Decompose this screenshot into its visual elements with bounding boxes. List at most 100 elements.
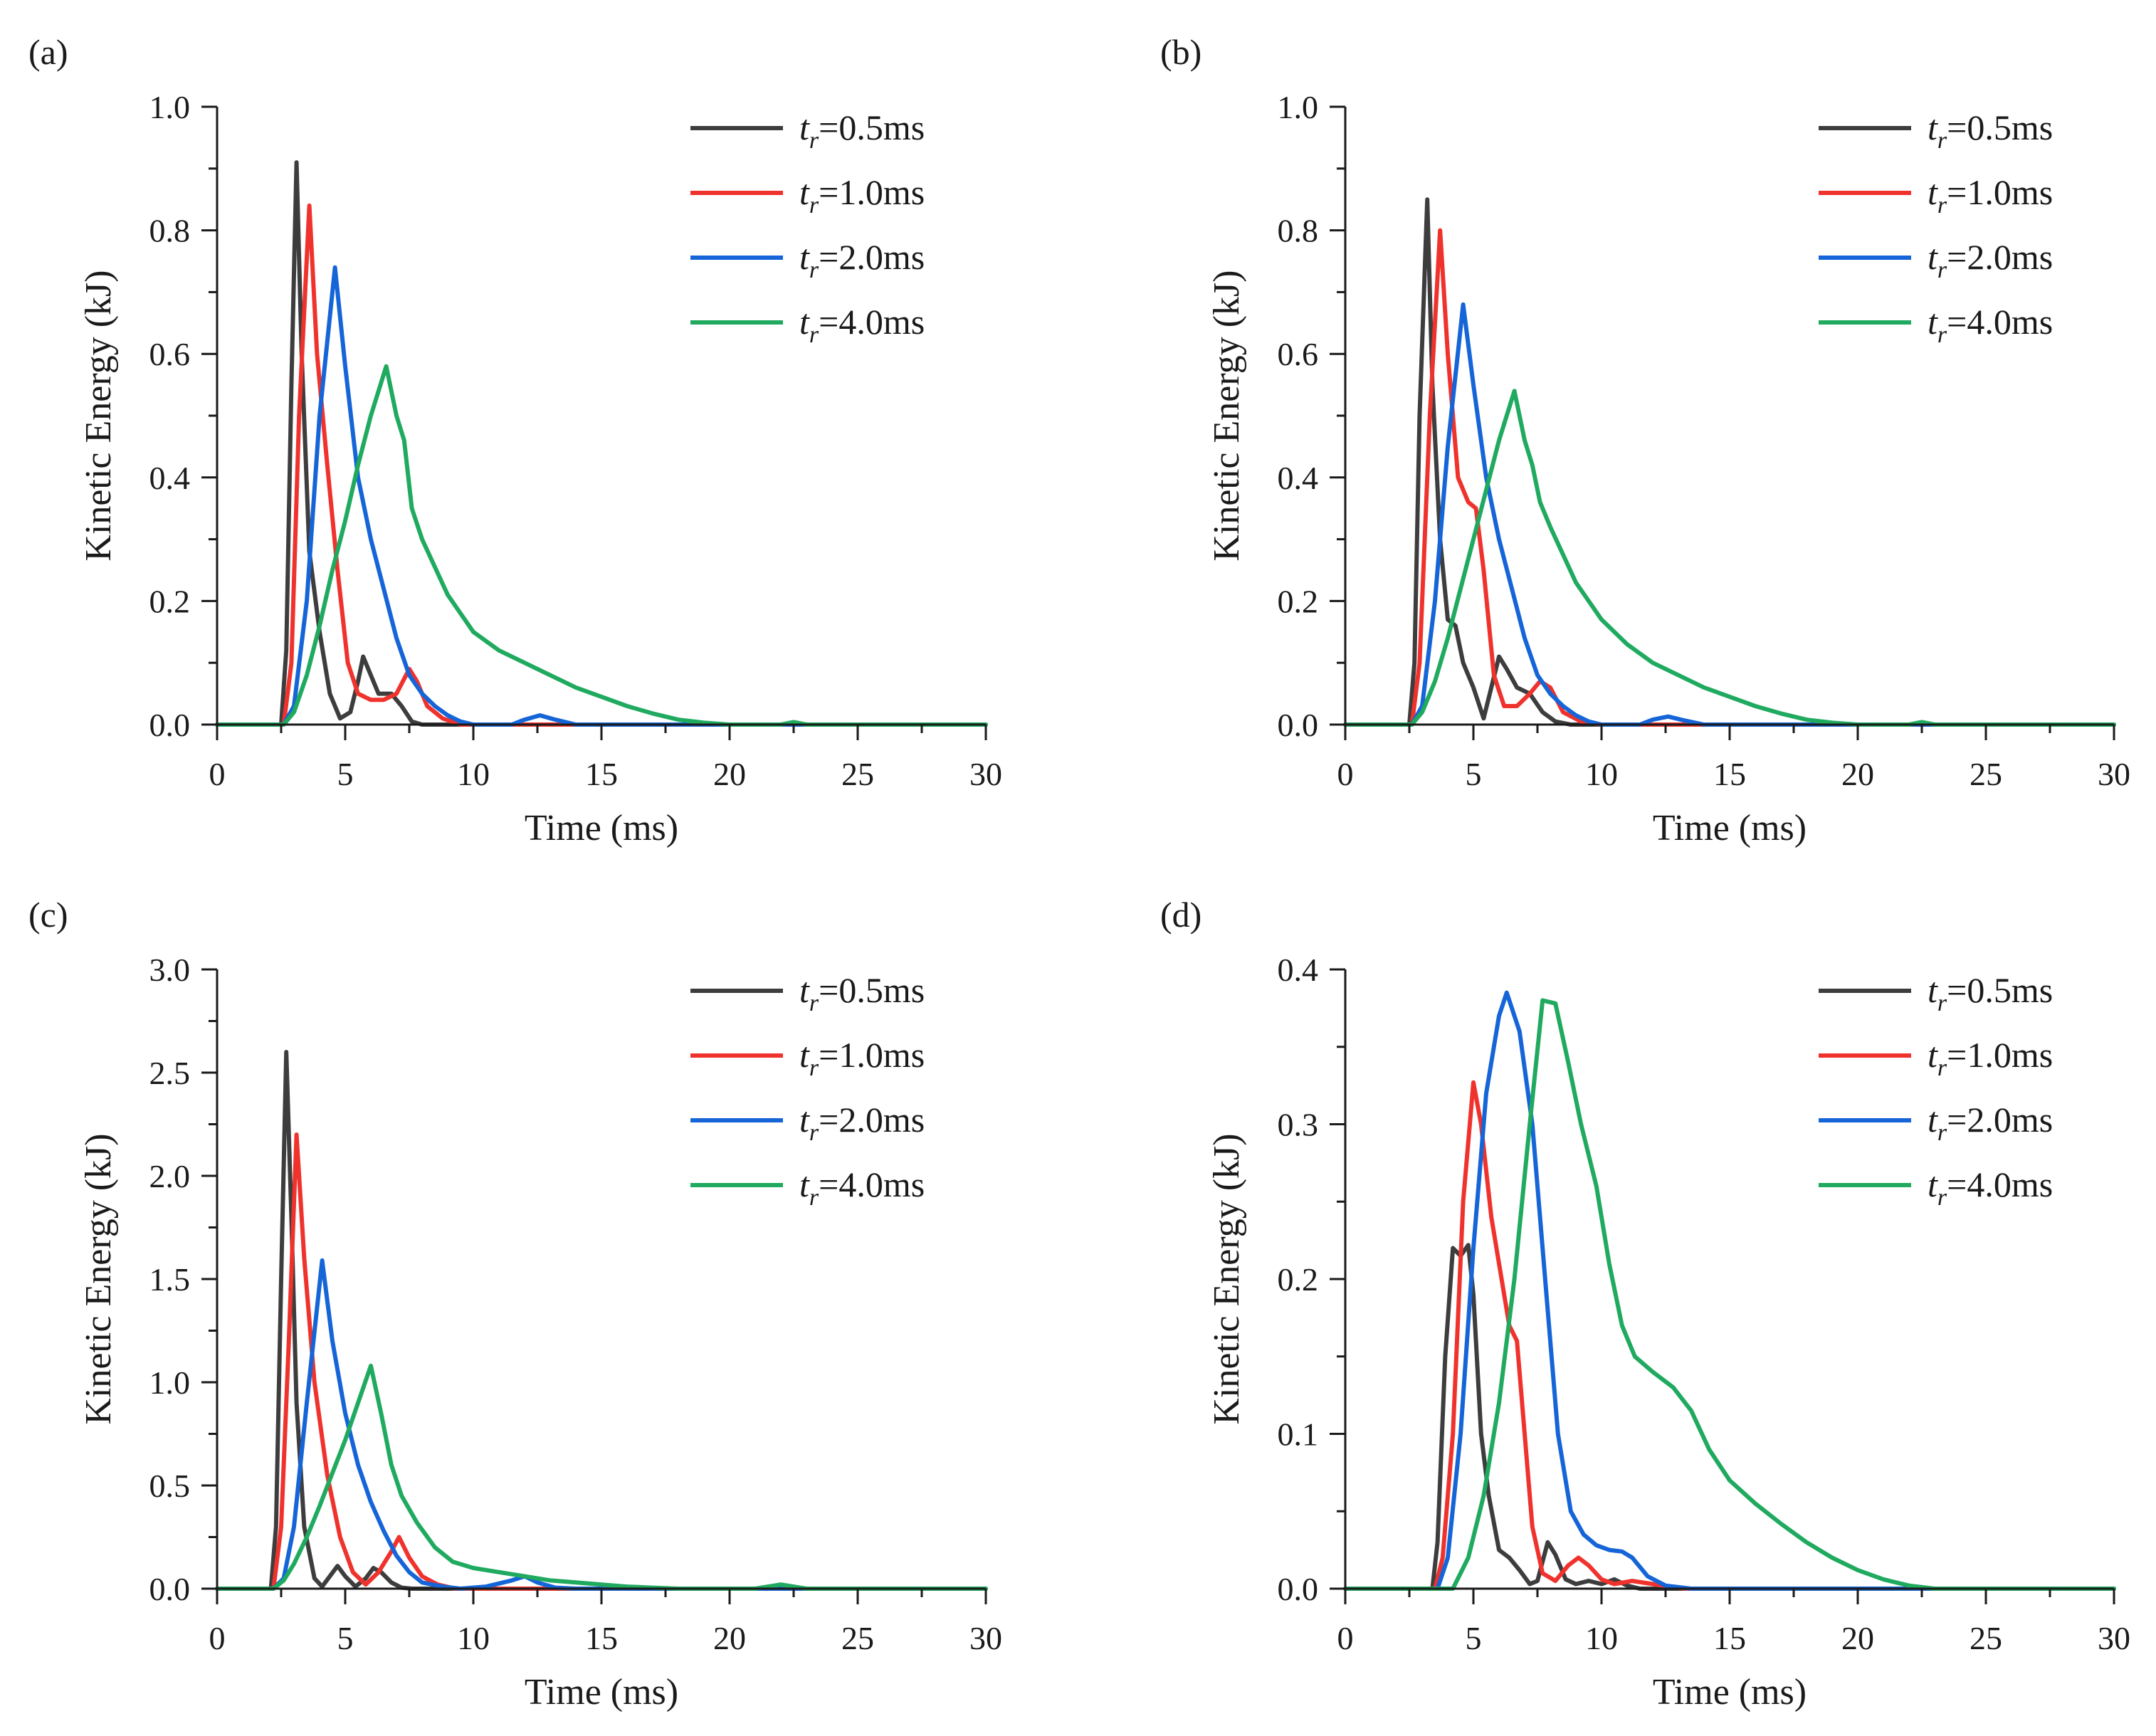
legend-value: =0.5ms: [819, 107, 925, 147]
legend-subscript: r: [1937, 257, 1947, 283]
y-tick-label: 0.8: [1278, 213, 1319, 249]
x-tick-label: 30: [2098, 1620, 2130, 1656]
legend-entry: tr=0.5ms: [1928, 970, 2053, 1016]
legend-value: =4.0ms: [819, 302, 925, 342]
y-tick-label: 2.5: [149, 1055, 191, 1091]
legend-value: =0.5ms: [1947, 107, 2053, 147]
x-tick-label: 10: [1585, 1620, 1618, 1656]
legend-value: =1.0ms: [1947, 172, 2053, 212]
x-tick-label: 20: [1841, 1620, 1874, 1656]
x-axis-label: Time (ms): [525, 1672, 678, 1713]
series-line-20ms: [1343, 302, 2116, 727]
legend-value: =2.0ms: [819, 1100, 925, 1140]
legend-subscript: r: [809, 127, 819, 154]
legend-var: t: [1928, 172, 1938, 212]
series-group: [215, 160, 988, 727]
legend-var: t: [1928, 1035, 1938, 1075]
legend-entry: tr=1.0ms: [1928, 172, 2053, 219]
x-tick-label: 20: [1841, 756, 1874, 792]
series-line-10ms: [1343, 1080, 2116, 1591]
legend-entry: tr=0.5ms: [799, 970, 925, 1016]
x-tick-label: 30: [969, 1620, 1002, 1656]
x-tick-label: 25: [841, 1620, 874, 1656]
legend-entry: tr=2.0ms: [799, 1100, 925, 1146]
series-line-10ms: [215, 1132, 988, 1591]
x-tick-label: 5: [1466, 756, 1482, 792]
legend-subscript: r: [1937, 127, 1947, 154]
x-tick-label: 0: [1337, 756, 1354, 792]
x-tick-label: 15: [1713, 756, 1746, 792]
x-tick-label: 25: [841, 756, 874, 792]
legend-subscript: r: [1937, 1120, 1947, 1146]
x-tick-label: 10: [1585, 756, 1618, 792]
legend-var: t: [1928, 1164, 1938, 1204]
legend-subscript: r: [809, 257, 819, 283]
legend-subscript: r: [809, 1120, 819, 1146]
legend-var: t: [799, 1164, 810, 1204]
legend-entry: tr=2.0ms: [1928, 1100, 2053, 1146]
x-tick-label: 25: [1970, 1620, 2002, 1656]
legend-entry: tr=1.0ms: [1928, 1035, 2053, 1081]
legend-value: =4.0ms: [1947, 302, 2053, 342]
legend-subscript: r: [809, 192, 819, 219]
x-tick-label: 15: [585, 756, 618, 792]
legend-var: t: [1928, 107, 1938, 147]
legend-var: t: [1928, 1100, 1938, 1140]
x-tick-label: 20: [713, 756, 746, 792]
legend-value: =0.5ms: [1947, 970, 2053, 1010]
legend-value: =2.0ms: [1947, 1100, 2053, 1140]
legend-value: =2.0ms: [819, 237, 925, 277]
legend-value: =4.0ms: [819, 1164, 925, 1204]
panel-label: (a): [28, 32, 68, 72]
legend-subscript: r: [809, 990, 819, 1016]
y-tick-label: 0.5: [149, 1468, 191, 1504]
y-tick-label: 0.4: [1278, 460, 1319, 496]
y-axis-label: Kinetic Energy (kJ): [78, 1133, 119, 1424]
series-line-40ms: [215, 364, 988, 727]
legend-subscript: r: [1937, 990, 1947, 1016]
series-group: [1343, 990, 2116, 1591]
series-line-05ms: [1343, 197, 2116, 727]
y-tick-label: 0.2: [149, 583, 191, 619]
y-tick-label: 3.0: [149, 952, 191, 988]
panel-a: (a) 0 5 10 15 20 25 30 0.0 0.2 0.4 0.6 0.8 1.0 Time (m…: [28, 32, 1002, 848]
x-tick-label: 5: [337, 1620, 354, 1656]
y-tick-label: 0.0: [1278, 1571, 1319, 1607]
legend-subscript: r: [809, 1184, 819, 1211]
legend-entry: tr=4.0ms: [799, 302, 925, 348]
series-line-40ms: [1343, 998, 2116, 1591]
legend-entry: tr=4.0ms: [1928, 302, 2053, 348]
legend-subscript: r: [809, 322, 819, 348]
y-tick-label: 0.6: [149, 336, 191, 372]
y-tick-label: 0.2: [1278, 1261, 1319, 1298]
panel-b: (b) 0 5 10 15 20 25 30 0.0 0.2 0.4 0.6 0.8 1.0 Time (m…: [1160, 32, 2130, 848]
legend-entry: tr=2.0ms: [799, 237, 925, 283]
legend-var: t: [1928, 970, 1938, 1010]
x-tick-label: 10: [457, 756, 490, 792]
x-tick-label: 0: [209, 1620, 226, 1656]
legend-value: =1.0ms: [819, 172, 925, 212]
y-tick-label: 0.3: [1278, 1107, 1319, 1143]
legend-value: =1.0ms: [1947, 1035, 2053, 1075]
legend-var: t: [799, 1035, 810, 1075]
y-tick-label: 2.0: [149, 1158, 191, 1194]
series-line-40ms: [215, 1363, 988, 1591]
y-tick-label: 0.2: [1278, 583, 1319, 619]
series-line-20ms: [215, 265, 988, 727]
legend-subscript: r: [1937, 1184, 1947, 1211]
y-tick-label: 0.6: [1278, 336, 1319, 372]
legend-subscript: r: [1937, 1055, 1947, 1081]
series-line-20ms: [1343, 990, 2116, 1591]
legend-var: t: [1928, 302, 1938, 342]
x-axis-label: Time (ms): [1653, 808, 1807, 848]
legend-entry: tr=4.0ms: [1928, 1164, 2053, 1211]
series-line-05ms: [1343, 1243, 2116, 1591]
x-tick-label: 5: [1466, 1620, 1482, 1656]
legend-entry: tr=1.0ms: [799, 172, 925, 219]
legend-var: t: [799, 172, 810, 212]
y-tick-label: 0.8: [149, 213, 191, 249]
